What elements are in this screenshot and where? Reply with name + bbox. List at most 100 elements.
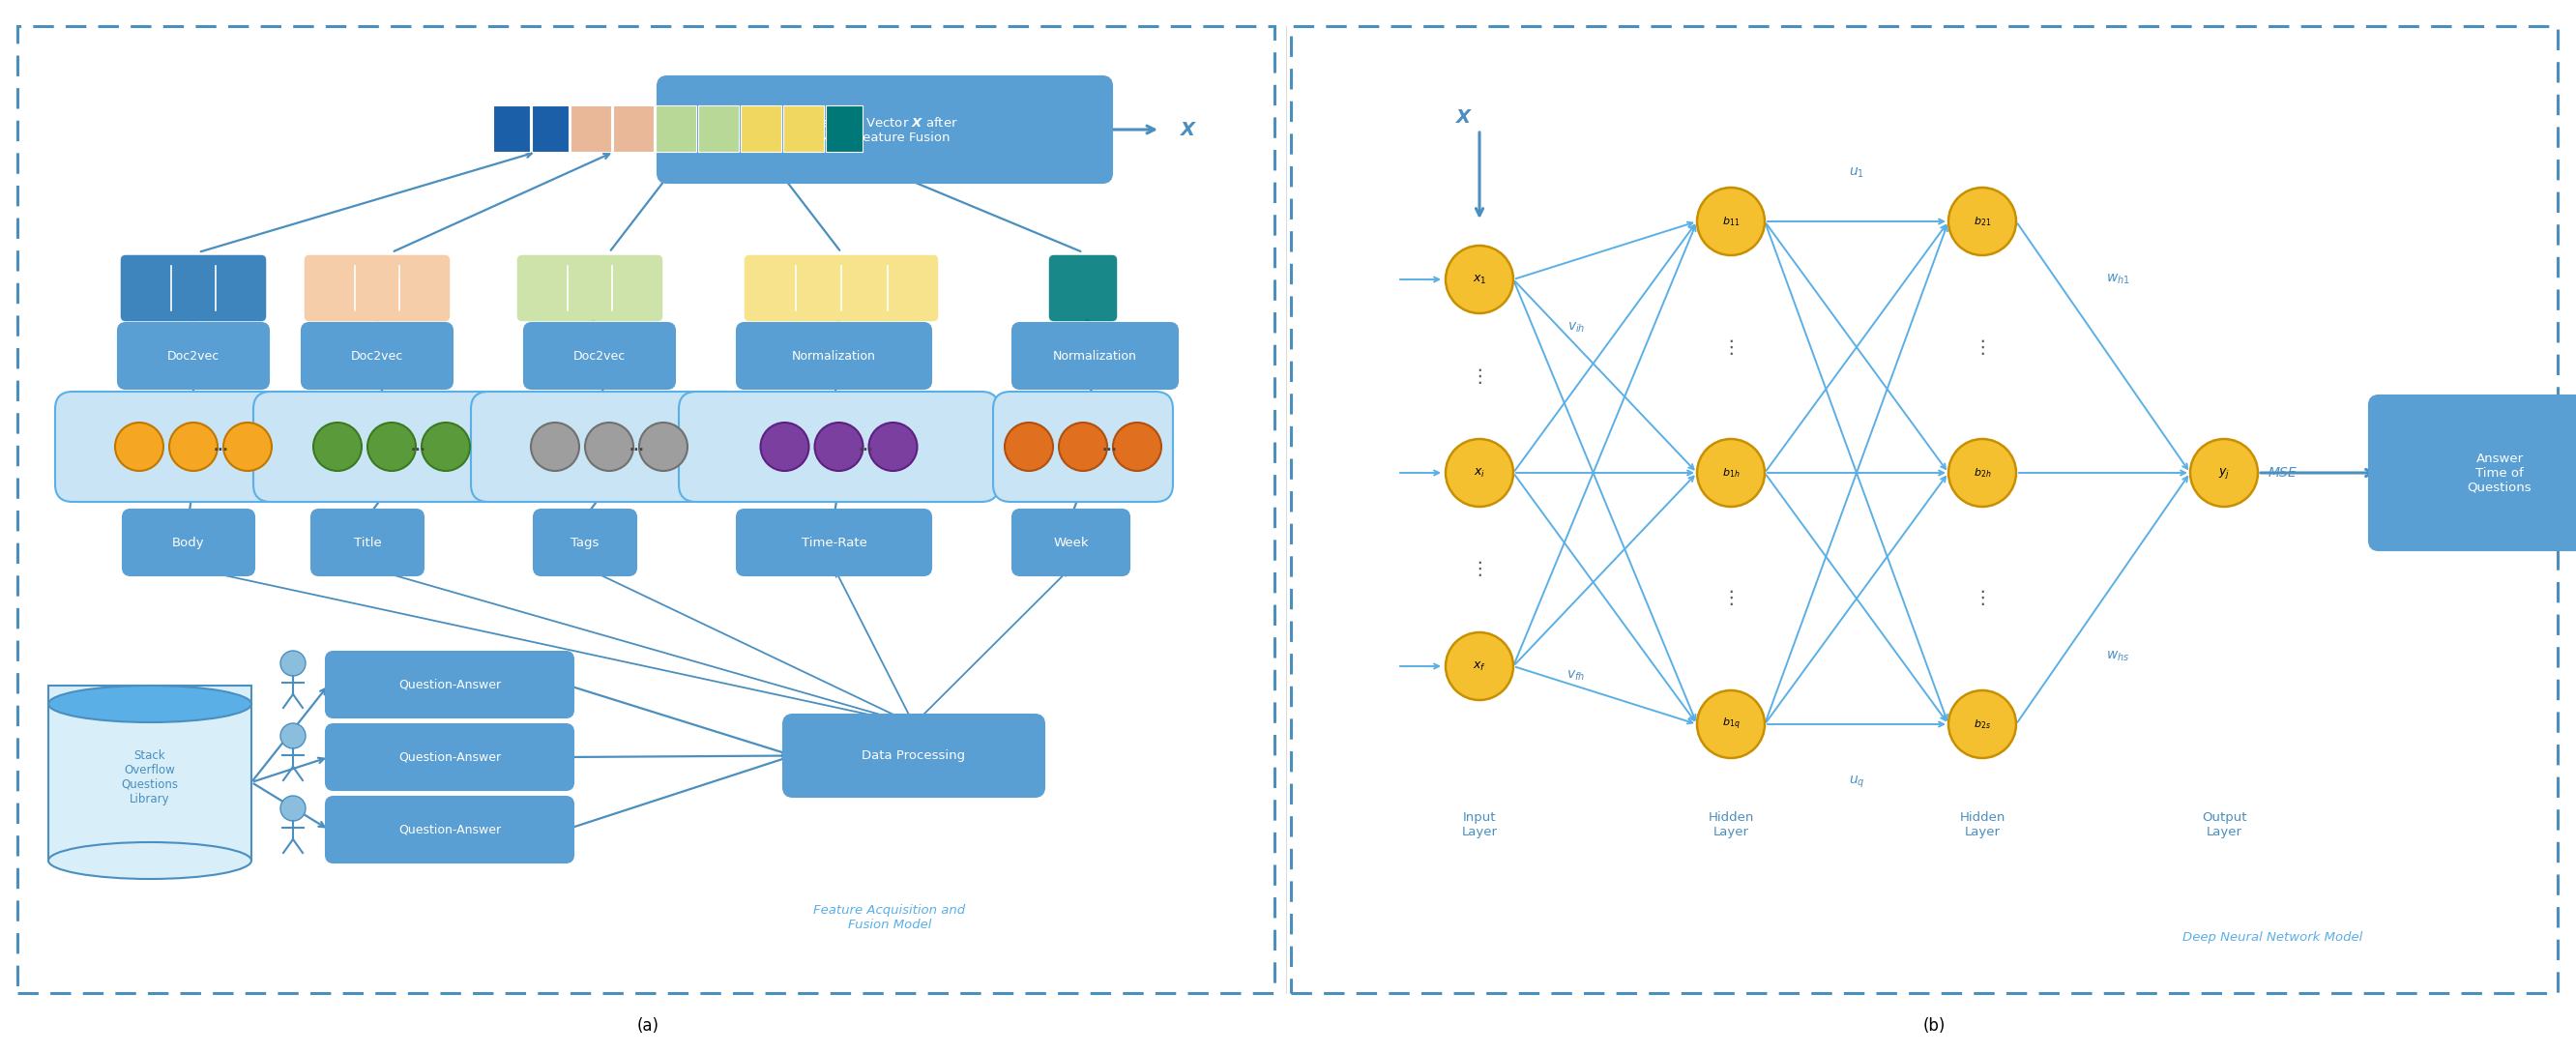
Text: Question-Answer: Question-Answer [399, 751, 500, 763]
Text: $MSE$: $MSE$ [2267, 466, 2298, 479]
FancyBboxPatch shape [533, 510, 636, 575]
Text: (b): (b) [1922, 1017, 1945, 1035]
Circle shape [1698, 439, 1765, 506]
FancyBboxPatch shape [1012, 323, 1177, 389]
Text: Time-Rate: Time-Rate [801, 536, 868, 549]
FancyBboxPatch shape [1048, 255, 1118, 322]
FancyBboxPatch shape [121, 255, 268, 322]
Circle shape [1698, 187, 1765, 255]
Text: $u_q$: $u_q$ [1850, 774, 1865, 790]
Text: Doc2vec: Doc2vec [167, 350, 219, 362]
Text: $\boldsymbol{X}$: $\boldsymbol{X}$ [1455, 107, 1473, 126]
Text: $b_{1q}$: $b_{1q}$ [1721, 716, 1739, 732]
Bar [613, 105, 654, 152]
Bar [531, 105, 569, 152]
Text: ...: ... [1103, 440, 1118, 454]
FancyBboxPatch shape [327, 797, 574, 862]
FancyBboxPatch shape [327, 652, 574, 717]
FancyBboxPatch shape [124, 510, 255, 575]
Bar [698, 105, 739, 152]
Text: $w_{hs}$: $w_{hs}$ [2105, 650, 2130, 663]
FancyBboxPatch shape [744, 255, 938, 322]
Bar [1291, 26, 2558, 993]
Text: Question-Answer: Question-Answer [399, 823, 500, 836]
Circle shape [422, 422, 469, 471]
Text: $x_f$: $x_f$ [1473, 660, 1486, 673]
FancyBboxPatch shape [301, 323, 453, 389]
Circle shape [224, 422, 270, 471]
FancyBboxPatch shape [118, 323, 268, 389]
Text: Answer
Time of
Questions: Answer Time of Questions [2468, 452, 2532, 494]
Circle shape [2190, 439, 2259, 506]
Text: ⋮: ⋮ [1973, 590, 1991, 608]
Circle shape [868, 422, 917, 471]
Circle shape [368, 422, 415, 471]
Circle shape [760, 422, 809, 471]
Text: ⋮: ⋮ [1721, 590, 1741, 608]
Ellipse shape [49, 842, 252, 879]
FancyBboxPatch shape [657, 77, 1113, 183]
Text: $b_{11}$: $b_{11}$ [1721, 215, 1739, 229]
FancyBboxPatch shape [312, 510, 422, 575]
Text: ⋮: ⋮ [1471, 560, 1489, 579]
Text: Hidden
Layer: Hidden Layer [1960, 811, 2004, 838]
Text: ...: ... [858, 440, 873, 454]
Text: $w_{h1}$: $w_{h1}$ [2105, 273, 2130, 286]
FancyBboxPatch shape [994, 392, 1172, 502]
Circle shape [1445, 439, 1512, 506]
Circle shape [170, 422, 216, 471]
Text: ...: ... [412, 440, 425, 454]
Text: Doc2vec: Doc2vec [350, 350, 404, 362]
Text: $b_{1h}$: $b_{1h}$ [1721, 466, 1739, 479]
Text: Normalization: Normalization [1054, 350, 1136, 362]
Text: $\boldsymbol{X}$: $\boldsymbol{X}$ [1180, 120, 1198, 139]
Circle shape [1698, 691, 1765, 758]
Text: $b_{21}$: $b_{21}$ [1973, 215, 1991, 229]
Circle shape [1947, 691, 2017, 758]
Text: Doc2vec: Doc2vec [574, 350, 626, 362]
Bar [742, 105, 781, 152]
Text: ⋮: ⋮ [1471, 366, 1489, 385]
Text: Feature Vector $\boldsymbol{X}$ after
Multi-Feature Fusion: Feature Vector $\boldsymbol{X}$ after Mu… [811, 116, 958, 143]
Ellipse shape [49, 686, 252, 722]
FancyBboxPatch shape [737, 510, 930, 575]
Circle shape [585, 422, 634, 471]
Circle shape [1947, 439, 2017, 506]
FancyBboxPatch shape [2370, 396, 2576, 550]
Text: $x_1$: $x_1$ [1473, 273, 1486, 285]
Bar [657, 105, 696, 152]
Circle shape [281, 723, 307, 749]
Text: (a): (a) [636, 1017, 659, 1035]
Text: Data Processing: Data Processing [863, 750, 966, 762]
Text: $y_j$: $y_j$ [2218, 465, 2231, 480]
FancyBboxPatch shape [737, 323, 930, 389]
Circle shape [1445, 633, 1512, 700]
Text: ⋮: ⋮ [1973, 338, 1991, 356]
FancyBboxPatch shape [1012, 510, 1128, 575]
Bar [492, 105, 531, 152]
FancyBboxPatch shape [523, 323, 675, 389]
Text: Output
Layer: Output Layer [2202, 811, 2246, 838]
Circle shape [639, 422, 688, 471]
Text: Feature Acquisition and
Fusion Model: Feature Acquisition and Fusion Model [814, 905, 966, 931]
Text: $v_{ih}$: $v_{ih}$ [1566, 321, 1584, 335]
Circle shape [1947, 187, 2017, 255]
Circle shape [281, 796, 307, 821]
Text: Normalization: Normalization [791, 350, 876, 362]
Circle shape [814, 422, 863, 471]
Circle shape [531, 422, 580, 471]
Text: ...: ... [629, 440, 644, 454]
Circle shape [314, 422, 361, 471]
Text: Deep Neural Network Model: Deep Neural Network Model [2182, 931, 2362, 943]
Text: Tags: Tags [572, 536, 600, 549]
Circle shape [1445, 245, 1512, 314]
Text: $u_1$: $u_1$ [1850, 166, 1865, 180]
FancyBboxPatch shape [327, 724, 574, 790]
Text: Hidden
Layer: Hidden Layer [1708, 811, 1754, 838]
Circle shape [281, 651, 307, 676]
Circle shape [1005, 422, 1054, 471]
FancyBboxPatch shape [54, 392, 332, 502]
FancyBboxPatch shape [252, 392, 531, 502]
Text: Question-Answer: Question-Answer [399, 678, 500, 691]
Bar [827, 105, 863, 152]
